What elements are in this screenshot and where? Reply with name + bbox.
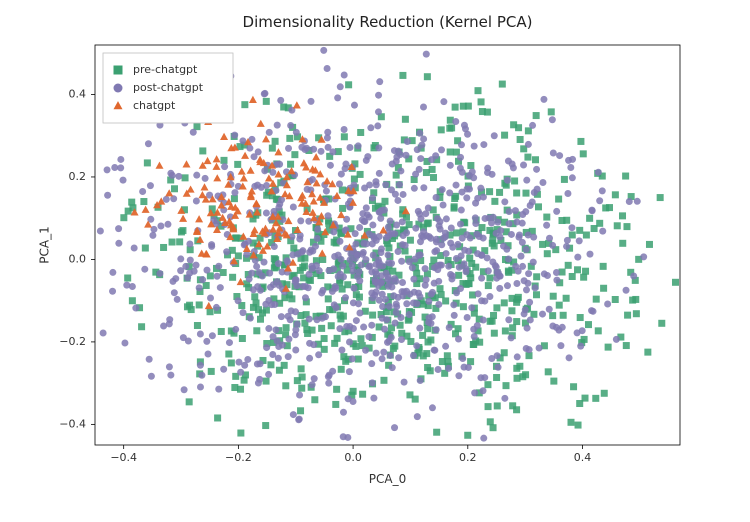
svg-text:0.4: 0.4 (574, 451, 592, 464)
svg-text:−0.2: −0.2 (59, 335, 86, 348)
y-axis-label: PCA_1 (38, 226, 52, 263)
svg-text:0.0: 0.0 (344, 451, 362, 464)
legend-label-pre-chatgpt: pre-chatgpt (133, 63, 198, 76)
svg-text:−0.4: −0.4 (59, 417, 86, 430)
legend-label-chatgpt: chatgpt (133, 99, 176, 112)
scatter-chart: −0.4 −0.2 0.0 0.2 0.4 −0.4 −0.2 0.0 0.2 0.4 PCA_0 P… (0, 0, 750, 522)
svg-text:−0.2: −0.2 (225, 451, 252, 464)
legend-label-post-chatgpt: post-chatgpt (133, 81, 204, 94)
svg-text:0.0: 0.0 (69, 252, 87, 265)
svg-text:0.2: 0.2 (459, 451, 477, 464)
chart-container: −0.4 −0.2 0.0 0.2 0.4 −0.4 −0.2 0.0 0.2 0.4 PCA_0 P… (0, 0, 750, 522)
x-axis-label: PCA_0 (369, 472, 406, 486)
legend: pre-chatgpt post-chatgpt chatgpt (103, 53, 233, 123)
svg-text:0.4: 0.4 (69, 87, 87, 100)
svg-text:0.2: 0.2 (69, 170, 87, 183)
svg-text:−0.4: −0.4 (110, 451, 137, 464)
chart-title: Dimensionality Reduction (Kernel PCA) (243, 13, 533, 31)
